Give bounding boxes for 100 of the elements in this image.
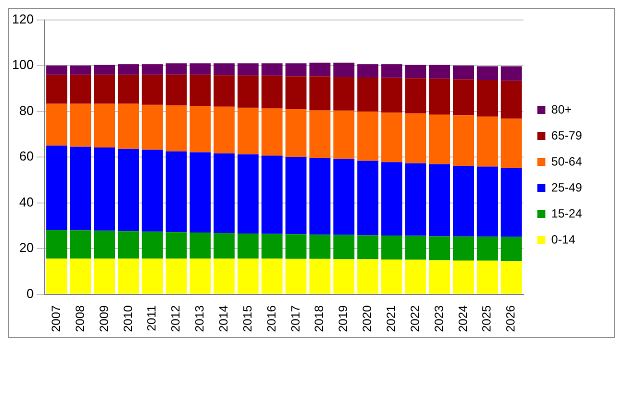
bar <box>500 168 522 237</box>
bar <box>476 66 498 80</box>
bar <box>142 104 163 150</box>
bar <box>190 63 211 75</box>
y-tick-label: 80 <box>19 102 34 118</box>
bar <box>357 259 378 294</box>
bar <box>500 80 522 119</box>
legend-label: 15-24 <box>551 206 582 220</box>
bar <box>452 66 474 80</box>
bar <box>214 106 235 154</box>
bar <box>214 63 235 76</box>
bar <box>238 75 259 108</box>
bar <box>70 258 92 294</box>
bar <box>452 236 474 260</box>
bar <box>452 115 474 166</box>
x-tick-label: 2011 <box>144 304 159 332</box>
y-tick-label: 0 <box>26 286 34 301</box>
y-tick-label: 100 <box>12 57 34 72</box>
bar <box>452 166 474 236</box>
bar <box>285 258 306 294</box>
bar <box>381 236 402 260</box>
x-tick-label: 2020 <box>360 304 374 332</box>
x-tick-label: 2010 <box>120 304 135 332</box>
bar <box>190 258 211 294</box>
x-tick-label: 2012 <box>168 304 183 332</box>
bar <box>476 260 498 294</box>
bar <box>262 258 283 294</box>
bar <box>142 74 163 105</box>
bar <box>118 64 139 75</box>
bar <box>476 80 498 117</box>
legend-label: 25-49 <box>551 180 582 194</box>
bar <box>142 232 163 259</box>
bar <box>405 78 426 114</box>
bar <box>333 62 354 77</box>
bar <box>285 76 306 110</box>
x-tick-label: 2009 <box>96 304 111 332</box>
bar <box>476 116 498 167</box>
bar <box>500 66 522 81</box>
bar <box>357 77 378 112</box>
bar <box>142 64 163 75</box>
x-tick-label: 2007 <box>48 304 63 332</box>
bar <box>500 261 522 294</box>
bar <box>309 76 330 110</box>
bar <box>214 75 235 107</box>
bar <box>405 163 426 236</box>
bar <box>262 108 283 156</box>
bar <box>214 233 235 259</box>
bar <box>238 63 259 76</box>
bar <box>190 74 211 106</box>
bar <box>309 110 330 158</box>
bar <box>405 113 426 164</box>
bar <box>238 154 259 234</box>
x-tick-label: 2014 <box>216 304 230 332</box>
x-tick-label: 2024 <box>456 304 470 332</box>
bar <box>94 104 116 148</box>
bar <box>94 64 116 75</box>
bar <box>214 153 235 233</box>
x-tick-label: 2022 <box>408 304 422 332</box>
bar <box>452 79 474 116</box>
bar <box>70 230 92 259</box>
bar <box>46 104 68 146</box>
bar <box>381 112 402 162</box>
x-tick-label: 2019 <box>336 304 350 332</box>
x-tick-label: 2023 <box>432 304 446 332</box>
bar <box>238 108 259 154</box>
bar <box>429 236 450 260</box>
bar <box>429 64 450 79</box>
bar <box>70 104 92 147</box>
bar <box>166 105 187 152</box>
bar <box>357 235 378 260</box>
bar <box>118 148 139 232</box>
bar <box>405 260 426 294</box>
bar <box>70 66 92 75</box>
bar <box>309 158 330 235</box>
bar <box>309 62 330 76</box>
bar <box>309 258 330 294</box>
x-tick-label: 2025 <box>480 304 494 332</box>
legend-label: 80+ <box>551 102 572 116</box>
bar <box>381 64 402 78</box>
y-tick-label: 60 <box>19 148 34 164</box>
x-tick-label: 2018 <box>312 304 326 332</box>
bar <box>118 74 139 104</box>
bar <box>333 76 354 111</box>
bar <box>357 112 378 161</box>
legend-label: 50-64 <box>551 154 582 168</box>
bar <box>381 260 402 294</box>
bar <box>476 166 498 237</box>
bar <box>118 258 139 294</box>
bar <box>285 63 306 76</box>
bar <box>142 258 163 294</box>
bar <box>405 236 426 260</box>
bar <box>262 156 283 234</box>
bar <box>309 234 330 259</box>
bar <box>118 104 139 149</box>
bar <box>238 258 259 294</box>
bar <box>94 74 116 104</box>
bar <box>46 258 68 294</box>
bar <box>333 234 354 260</box>
bar <box>429 164 450 236</box>
bar <box>429 260 450 294</box>
